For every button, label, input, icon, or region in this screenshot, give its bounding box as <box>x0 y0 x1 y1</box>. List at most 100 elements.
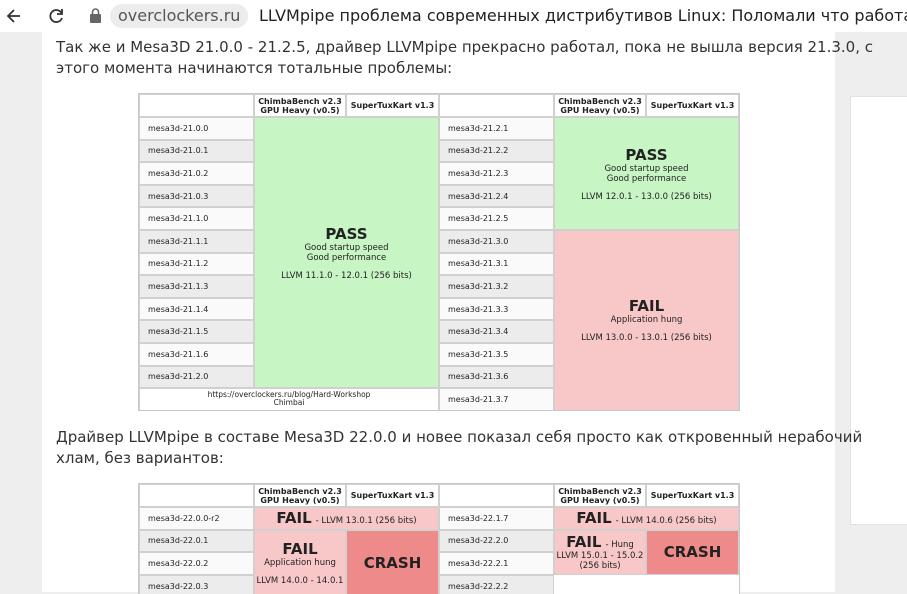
header-text: ChimbaBench v2.3 <box>258 486 342 496</box>
header-cell: ChimbaBench v2.3 GPU Heavy (v0.5) <box>254 484 346 507</box>
row-name-cell: mesa3d-21.3.6 <box>439 365 554 389</box>
paragraph-line: хлам, без вариантов: <box>56 449 224 467</box>
back-button[interactable] <box>4 6 24 26</box>
result-cell: FAIL - LLVM 14.0.6 (256 bits) <box>554 507 739 530</box>
row-name-cell: mesa3d-22.2.0 <box>439 529 554 553</box>
row-name-cell: mesa3d-21.0.1 <box>139 139 254 163</box>
row-name: mesa3d-21.3.3 <box>448 304 509 314</box>
row-name-cell: mesa3d-21.1.2 <box>139 252 254 276</box>
row-name-cell: mesa3d-21.3.7 <box>439 388 554 410</box>
row-name-cell: mesa3d-21.2.3 <box>439 162 554 185</box>
result-cell: FAIL - Hung LLVM 15.0.1 - 15.0.2 (256 bits) <box>554 529 646 575</box>
llvm-range: LLVM 11.1.0 - 12.0.1 (256 bits) <box>281 270 412 281</box>
header-text: SuperTuxKart v1.3 <box>650 491 735 500</box>
row-name: mesa3d-21.2.3 <box>448 168 509 178</box>
row-name-cell: mesa3d-21.1.4 <box>139 297 254 321</box>
header-text: ChimbaBench v2.3 <box>258 96 342 106</box>
llvm-range: (256 bits) <box>579 561 621 572</box>
address-bar[interactable]: overclockers.ru <box>110 4 249 28</box>
results-table-image: ChimbaBench v2.3 GPU Heavy (v0.5) SuperTux… <box>138 93 740 411</box>
row-name: mesa3d-21.0.1 <box>148 146 209 156</box>
header-text: GPU Heavy (v0.5) <box>260 495 340 505</box>
result-cell: CRASH <box>346 529 439 594</box>
result-heading: CRASH <box>664 543 722 561</box>
row-name: mesa3d-21.2.5 <box>448 214 509 224</box>
row-name: mesa3d-21.3.5 <box>448 349 509 359</box>
header-cell <box>439 94 554 117</box>
row-name: mesa3d-21.1.3 <box>148 281 209 291</box>
result-heading: FAIL <box>282 540 317 558</box>
result-cell: FAIL Application hung LLVM 14.0.0 - 14.0.1 <box>254 529 346 594</box>
page-title: LLVMpipe проблема современных дистрибути… <box>259 6 907 25</box>
header-text: GPU Heavy (v0.5) <box>560 105 640 115</box>
result-detail: - Hung <box>605 540 634 551</box>
llvm-range: LLVM 13.0.0 - 13.0.1 (256 bits) <box>581 333 712 344</box>
header-cell: SuperTuxKart v1.3 <box>346 94 439 117</box>
row-name: mesa3d-21.2.1 <box>448 123 509 133</box>
row-name-cell: mesa3d-21.1.6 <box>139 343 254 366</box>
result-status: FAIL <box>566 533 602 552</box>
row-name: mesa3d-21.1.4 <box>148 304 209 314</box>
result-cell: PASS Good startup speed Good performance LL… <box>554 117 739 230</box>
header-text: ChimbaBench v2.3 <box>558 96 642 106</box>
reload-button[interactable] <box>46 6 66 26</box>
result-cell: PASS Good startup speed Good performance LL… <box>254 117 439 389</box>
row-name: mesa3d-21.1.5 <box>148 327 209 337</box>
footer-text: https://overclockers.ru/blog/Hard-Worksh… <box>207 390 371 400</box>
header-cell: ChimbaBench v2.3 GPU Heavy (v0.5) <box>254 94 346 117</box>
row-name: mesa3d-21.1.0 <box>148 214 209 224</box>
row-name-cell: mesa3d-21.1.5 <box>139 320 254 343</box>
row-name: mesa3d-21.0.3 <box>148 191 209 201</box>
header-text: SuperTuxKart v1.3 <box>350 101 435 110</box>
row-name-cell: mesa3d-21.3.1 <box>439 252 554 276</box>
result-status: PASS <box>325 224 368 243</box>
row-name: mesa3d-21.3.7 <box>448 394 509 404</box>
header-text: GPU Heavy (v0.5) <box>260 105 340 115</box>
row-name: mesa3d-21.2.2 <box>448 146 509 156</box>
row-name-cell: mesa3d-22.1.7 <box>439 507 554 530</box>
row-name-cell: mesa3d-21.2.0 <box>139 365 254 389</box>
row-name: mesa3d-21.3.2 <box>448 281 509 291</box>
result-note: Good startup speed <box>604 163 689 174</box>
row-name-cell: mesa3d-21.2.1 <box>439 117 554 140</box>
row-name-cell: mesa3d-21.3.0 <box>439 230 554 253</box>
result-heading: FAIL - LLVM 13.0.1 (256 bits) <box>276 509 416 527</box>
header-cell <box>139 94 254 117</box>
header-cell <box>439 484 554 507</box>
row-name: mesa3d-21.2.4 <box>448 191 509 201</box>
row-name-cell: mesa3d-21.0.2 <box>139 162 254 185</box>
header-cell: SuperTuxKart v1.3 <box>646 94 739 117</box>
row-name-cell: mesa3d-22.0.0-r2 <box>139 507 254 530</box>
result-note: Good performance <box>606 173 687 184</box>
row-name-cell: mesa3d-22.2.2 <box>439 574 554 594</box>
row-name-cell: mesa3d-21.0.3 <box>139 184 254 208</box>
row-name: mesa3d-22.2.1 <box>448 558 509 568</box>
row-name: mesa3d-22.2.2 <box>448 581 509 591</box>
row-name: mesa3d-21.3.4 <box>448 327 509 337</box>
lock-icon <box>90 8 101 23</box>
sidebar <box>850 96 907 525</box>
row-name-cell: mesa3d-21.1.0 <box>139 207 254 230</box>
header-cell: SuperTuxKart v1.3 <box>646 484 739 507</box>
result-cell: FAIL - LLVM 13.0.1 (256 bits) <box>254 507 439 530</box>
row-name-cell: mesa3d-21.3.3 <box>439 297 554 321</box>
row-name-cell: mesa3d-21.2.4 <box>439 184 554 208</box>
paragraph-line: Драйвер LLVMpipe в составе Mesa3D 22.0.0… <box>56 428 863 446</box>
llvm-range: LLVM 12.0.1 - 13.0.0 (256 bits) <box>581 191 712 202</box>
row-name: mesa3d-21.3.6 <box>448 372 509 382</box>
row-name-cell: mesa3d-21.2.5 <box>439 207 554 230</box>
footer-cell: https://overclockers.ru/blog/Hard-Worksh… <box>139 388 439 410</box>
result-status: FAIL <box>576 509 612 528</box>
row-name-cell: mesa3d-22.0.2 <box>139 552 254 575</box>
row-name: mesa3d-21.0.0 <box>148 123 209 133</box>
result-note: Application hung <box>610 315 683 326</box>
row-name: mesa3d-21.3.0 <box>448 236 509 246</box>
result-status: FAIL <box>628 297 665 316</box>
result-note: Good startup speed <box>304 242 389 253</box>
row-name: mesa3d-21.1.1 <box>148 236 209 246</box>
header-text: ChimbaBench v2.3 <box>558 486 642 496</box>
row-name-cell: mesa3d-21.2.2 <box>439 139 554 163</box>
row-name-cell: mesa3d-21.3.2 <box>439 275 554 298</box>
result-status: CRASH <box>363 554 422 573</box>
